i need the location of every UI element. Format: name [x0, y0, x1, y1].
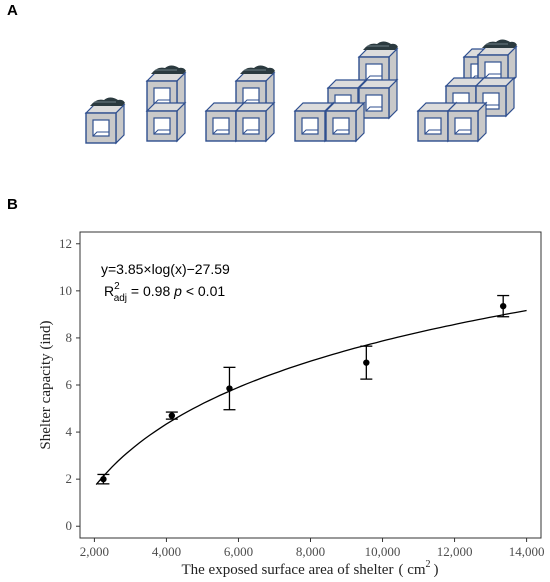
rock-icon — [482, 39, 517, 48]
r2-value: = 0.98 — [127, 283, 174, 299]
y-tick-label: 0 — [66, 518, 73, 533]
data-point — [363, 359, 370, 366]
x-axis-unit-open: ( cm — [398, 562, 425, 578]
data-point-group — [165, 411, 178, 420]
x-tick-label: 4,000 — [152, 544, 181, 559]
shelter-4-bottom-right — [324, 101, 366, 143]
data-point — [100, 475, 107, 483]
r2-label: R2 adj = 0.98 p < 0.01 — [104, 281, 225, 304]
panel-a-label: A — [7, 2, 18, 19]
data-point — [168, 412, 176, 419]
x-axis-title-main: The exposed surface area of shelter — [181, 562, 393, 578]
x-axis-ticks: 2,000 4,000 6,000 8,000 10,000 12,000 14,000 — [80, 538, 545, 559]
x-axis-unit-close: ) — [434, 562, 439, 578]
x-tick-label: 10,000 — [365, 544, 401, 559]
y-axis-title: Shelter capacity (ind) — [38, 320, 54, 449]
y-tick-label: 12 — [59, 236, 72, 251]
data-point-group — [497, 294, 510, 318]
fit-curve — [95, 309, 527, 486]
x-tick-label: 6,000 — [224, 544, 253, 559]
shelter-1-unit — [84, 103, 126, 145]
shelter-2-bottom — [145, 101, 187, 143]
rock-icon — [363, 41, 398, 50]
shelter-3-left — [204, 101, 246, 143]
rock-icon — [90, 97, 125, 106]
r2-subscript: adj — [114, 293, 127, 304]
y-axis-ticks: 0 2 4 6 8 10 12 — [59, 236, 80, 533]
data-points — [97, 294, 510, 485]
data-point-group — [360, 345, 373, 380]
y-tick-label: 6 — [66, 377, 73, 392]
r2-superscript: 2 — [114, 281, 120, 292]
y-tick-label: 4 — [66, 424, 73, 439]
x-axis-unit-sup: 2 — [426, 559, 431, 570]
equation-label: y=3.85×log(x)−27.59 — [101, 261, 230, 277]
x-axis-title: The exposed surface area of shelter ( cm2… — [181, 559, 438, 578]
shelter-3-right — [234, 101, 276, 143]
p-value: < 0.01 — [182, 283, 225, 299]
plot-frame — [79, 231, 542, 539]
y-tick-label: 8 — [66, 330, 73, 345]
y-tick-label: 10 — [59, 283, 72, 298]
r2-symbol: R — [104, 283, 114, 299]
shelter-5-bottom-right — [446, 101, 488, 143]
x-tick-label: 12,000 — [437, 544, 473, 559]
data-point — [499, 302, 507, 310]
rock-icon — [151, 65, 186, 74]
panel-b-label: B — [7, 196, 18, 213]
y-tick-label: 2 — [66, 471, 73, 486]
shelter-4-mid-right — [357, 78, 399, 120]
data-point-group — [223, 366, 236, 411]
x-tick-label: 14,000 — [509, 544, 545, 559]
p-symbol: p — [173, 283, 182, 299]
data-point — [226, 385, 233, 392]
data-point-group — [97, 473, 110, 485]
x-tick-label: 8,000 — [296, 544, 325, 559]
shelter-illustration — [84, 39, 518, 145]
x-tick-label: 2,000 — [80, 544, 109, 559]
rock-icon — [240, 65, 275, 74]
